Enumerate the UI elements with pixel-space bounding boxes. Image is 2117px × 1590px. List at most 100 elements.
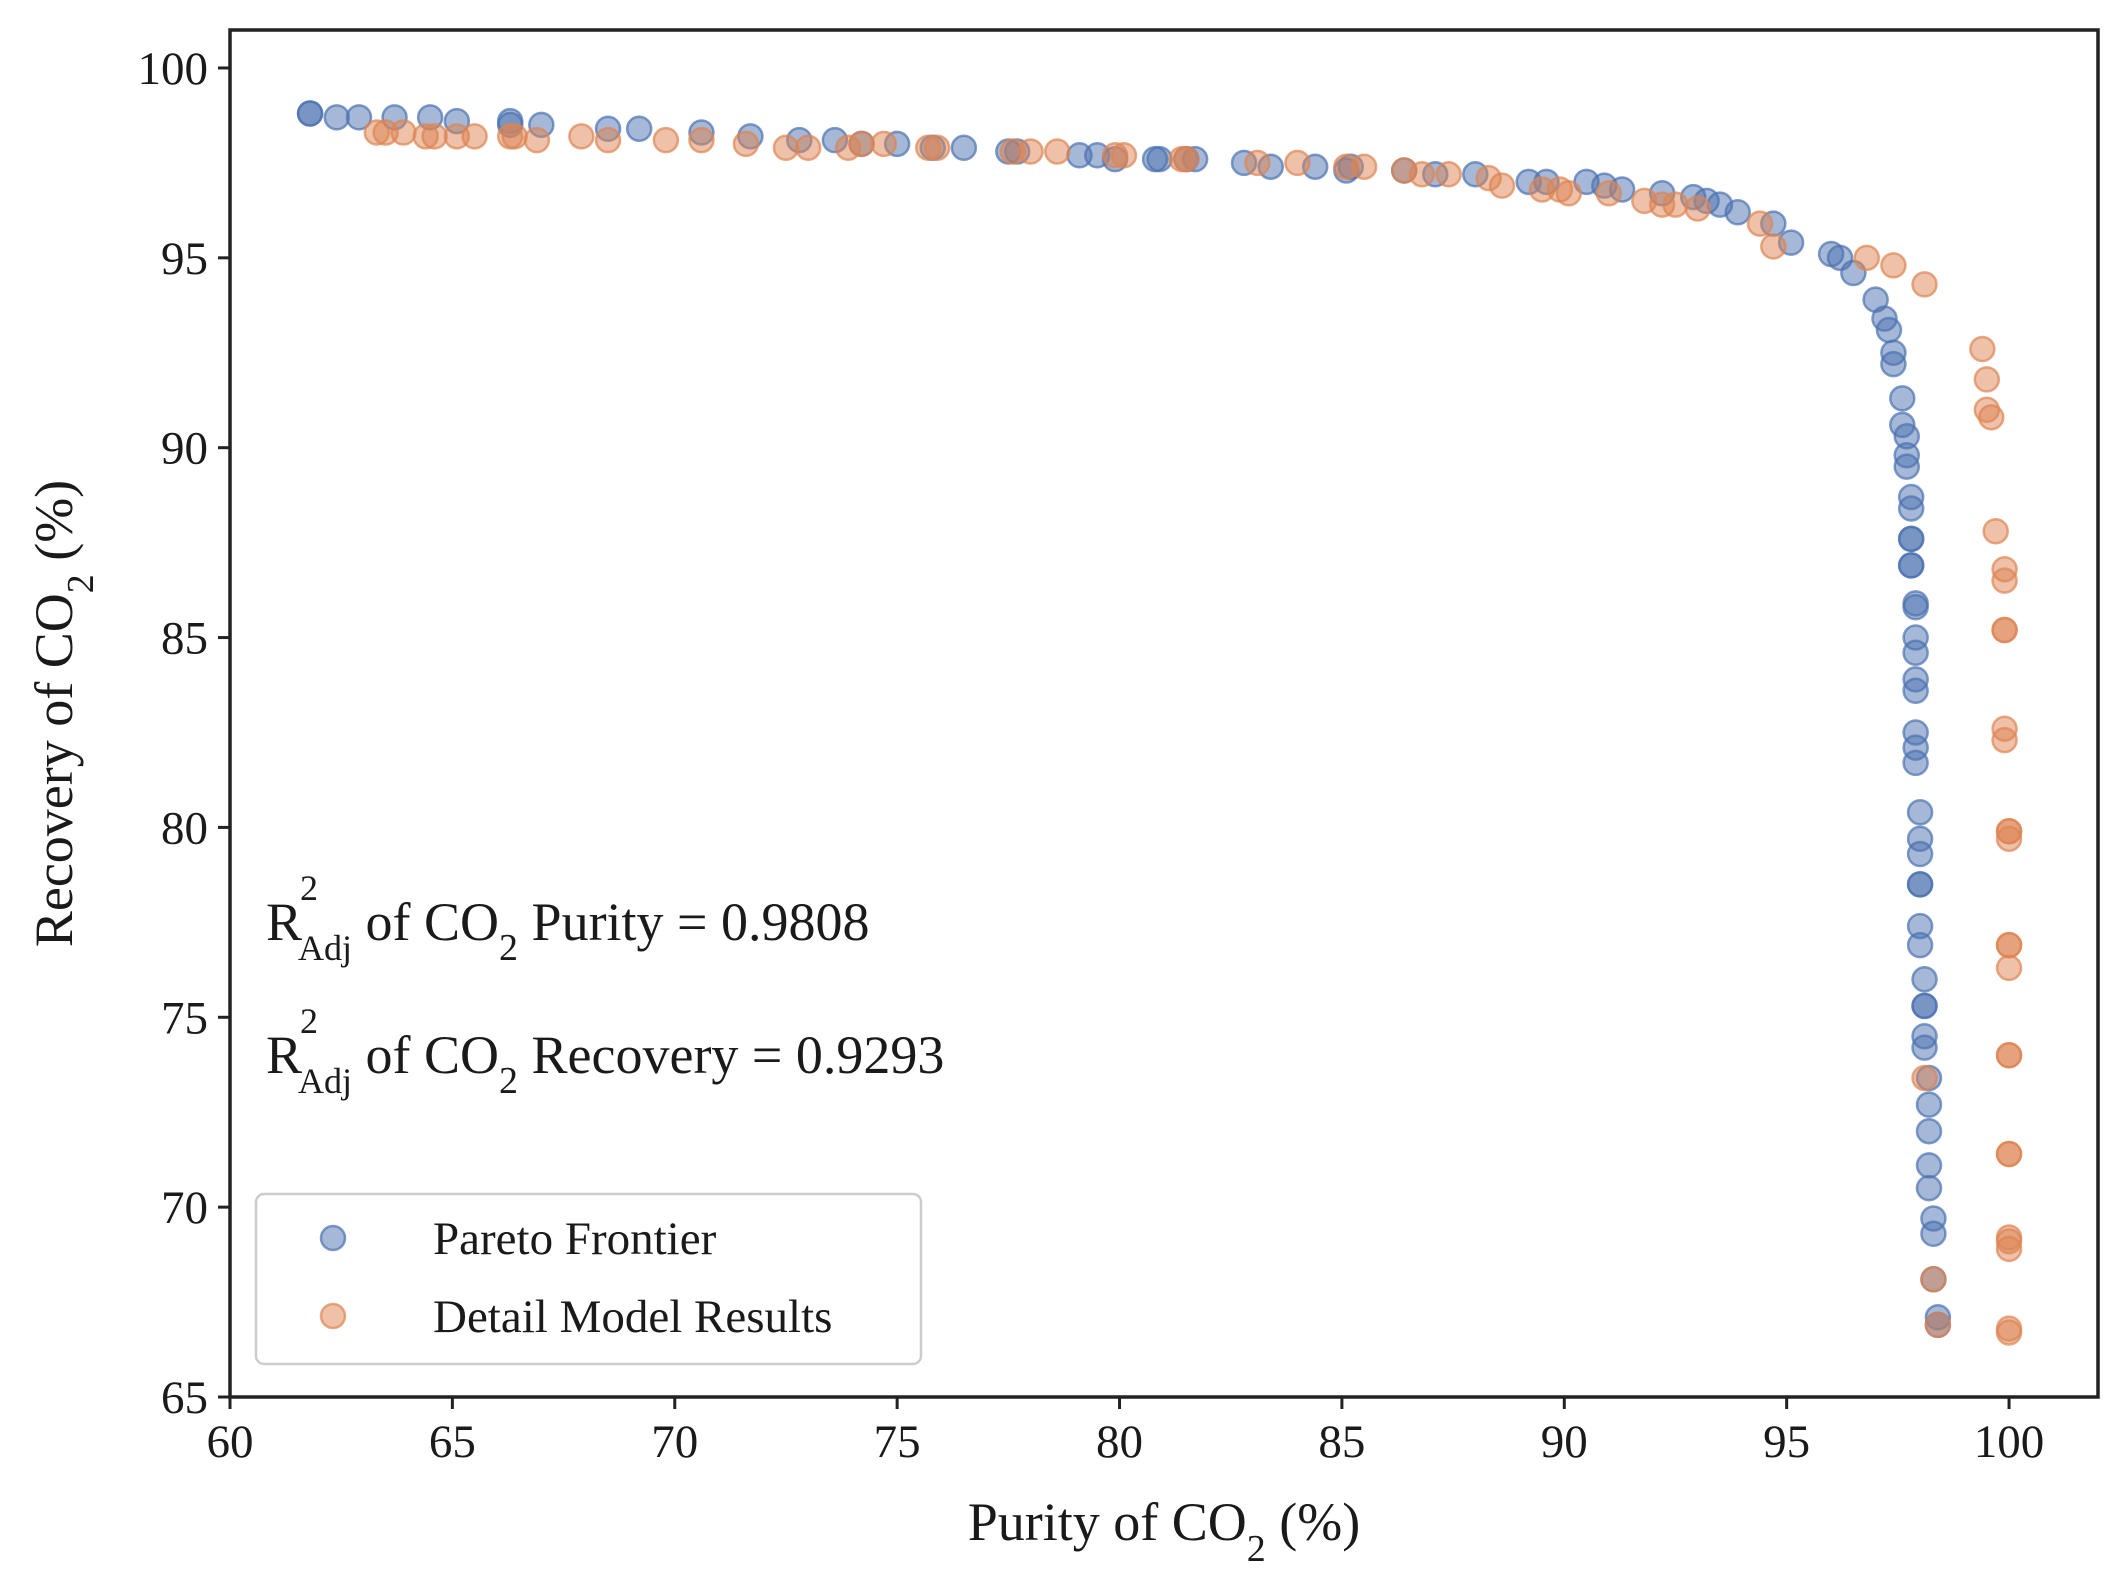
data-point xyxy=(1595,180,1623,207)
data-point xyxy=(950,134,978,161)
data-point xyxy=(1555,180,1582,207)
data-point xyxy=(1995,954,2023,982)
data-point xyxy=(1746,210,1774,237)
data-point xyxy=(1995,1140,2023,1168)
data-point xyxy=(1920,1220,1947,1247)
data-point xyxy=(1897,495,1925,522)
data-point xyxy=(1915,1091,1943,1118)
x-axis-title: Purity of CO2 (%) xyxy=(968,1492,1360,1570)
data-point xyxy=(1853,244,1880,272)
data-point xyxy=(1172,145,1200,173)
plot-frame xyxy=(228,28,2100,1399)
annotation-purity-r2: R2 Adj of CO2 Purity = 0.9808 xyxy=(266,868,870,969)
data-point xyxy=(345,104,373,131)
data-point xyxy=(870,130,898,158)
data-point xyxy=(1995,1224,2023,1251)
data-point xyxy=(1982,517,2009,545)
x-tick-label: 70 xyxy=(651,1416,698,1468)
y-tick-label: 75 xyxy=(161,992,208,1044)
legend-label: Pareto Frontier xyxy=(433,1213,717,1265)
data-point xyxy=(1911,1034,1938,1061)
data-point xyxy=(1902,593,1929,621)
x-tick-label: 95 xyxy=(1763,1416,1810,1468)
data-point xyxy=(1906,798,1934,826)
y-tick-label: 95 xyxy=(161,233,208,285)
data-point xyxy=(1906,840,1934,868)
data-point xyxy=(523,126,551,154)
y-tick-label: 65 xyxy=(161,1372,208,1424)
data-point xyxy=(1875,316,1903,344)
x-tick-label: 65 xyxy=(429,1416,476,1468)
data-point xyxy=(1893,453,1921,480)
data-point xyxy=(625,115,653,142)
x-tick-label: 90 xyxy=(1541,1416,1588,1468)
data-point xyxy=(1902,749,1929,777)
series-detail-model-results xyxy=(363,119,2023,1346)
y-tick-label: 70 xyxy=(161,1182,208,1234)
data-point xyxy=(1995,817,2023,845)
data-point xyxy=(1995,1319,2023,1346)
y-tick-label: 90 xyxy=(161,423,208,475)
data-point xyxy=(1110,142,1138,169)
data-point xyxy=(1906,931,1934,959)
data-point xyxy=(1911,271,1938,298)
data-point xyxy=(688,126,715,154)
legend-label: Detail Model Results xyxy=(433,1291,832,1343)
data-point xyxy=(1350,153,1378,180)
data-point xyxy=(923,134,951,161)
data-point xyxy=(1684,195,1711,222)
data-point xyxy=(421,123,448,150)
data-point xyxy=(772,134,800,161)
data-point xyxy=(1760,233,1787,260)
y-tick-label: 100 xyxy=(138,43,209,95)
data-point xyxy=(1408,161,1436,188)
data-point xyxy=(1146,145,1173,173)
y-axis-title: Recovery of CO2 (%) xyxy=(24,480,102,947)
data-point xyxy=(594,126,622,154)
data-point xyxy=(848,130,875,158)
data-point xyxy=(732,130,760,158)
data-point xyxy=(1897,525,1925,553)
axis-titles: Purity of CO2 (%) Recovery of CO2 (%) xyxy=(24,480,1360,1570)
data-point xyxy=(1724,199,1751,226)
data-point xyxy=(1044,138,1071,165)
data-point xyxy=(1973,366,2001,393)
data-point xyxy=(652,126,680,154)
data-point xyxy=(1978,404,2005,431)
data-point xyxy=(1906,871,1934,898)
x-tick-label: 75 xyxy=(874,1416,921,1468)
data-point xyxy=(1991,726,2018,754)
data-point xyxy=(1017,138,1044,165)
data-point xyxy=(390,119,417,146)
x-tick-label: 85 xyxy=(1318,1416,1365,1468)
legend: Pareto Frontier Detail Model Results xyxy=(254,1192,923,1366)
annotations: R2 Adj of CO2 Purity = 0.9808 R2 Adj of CO2… xyxy=(266,868,944,1102)
data-point xyxy=(1244,149,1271,177)
data-point xyxy=(1911,966,1938,993)
plot-area xyxy=(296,100,2023,1346)
data-point xyxy=(1897,552,1925,579)
series-pareto-frontier xyxy=(296,100,1952,1339)
data-point xyxy=(323,104,350,131)
data-point xyxy=(461,123,488,150)
data-point xyxy=(1889,385,1916,412)
data-point xyxy=(1488,172,1516,199)
data-point xyxy=(1915,1152,1943,1179)
x-tick-label: 80 xyxy=(1096,1416,1143,1468)
legend-box xyxy=(254,1192,923,1366)
annotation-recovery-r2: R2 Adj of CO2 Recovery = 0.9293 xyxy=(266,1001,944,1102)
data-point xyxy=(1284,149,1311,177)
data-point xyxy=(496,123,524,150)
data-point xyxy=(1911,992,1938,1020)
data-point xyxy=(296,100,324,127)
legend-marker xyxy=(319,1302,347,1330)
data-point xyxy=(1435,161,1462,188)
data-point xyxy=(568,123,595,150)
legend-marker xyxy=(319,1224,347,1252)
data-point xyxy=(1991,616,2018,644)
data-point xyxy=(1902,639,1929,666)
x-tick-label: 100 xyxy=(1974,1416,2045,1468)
